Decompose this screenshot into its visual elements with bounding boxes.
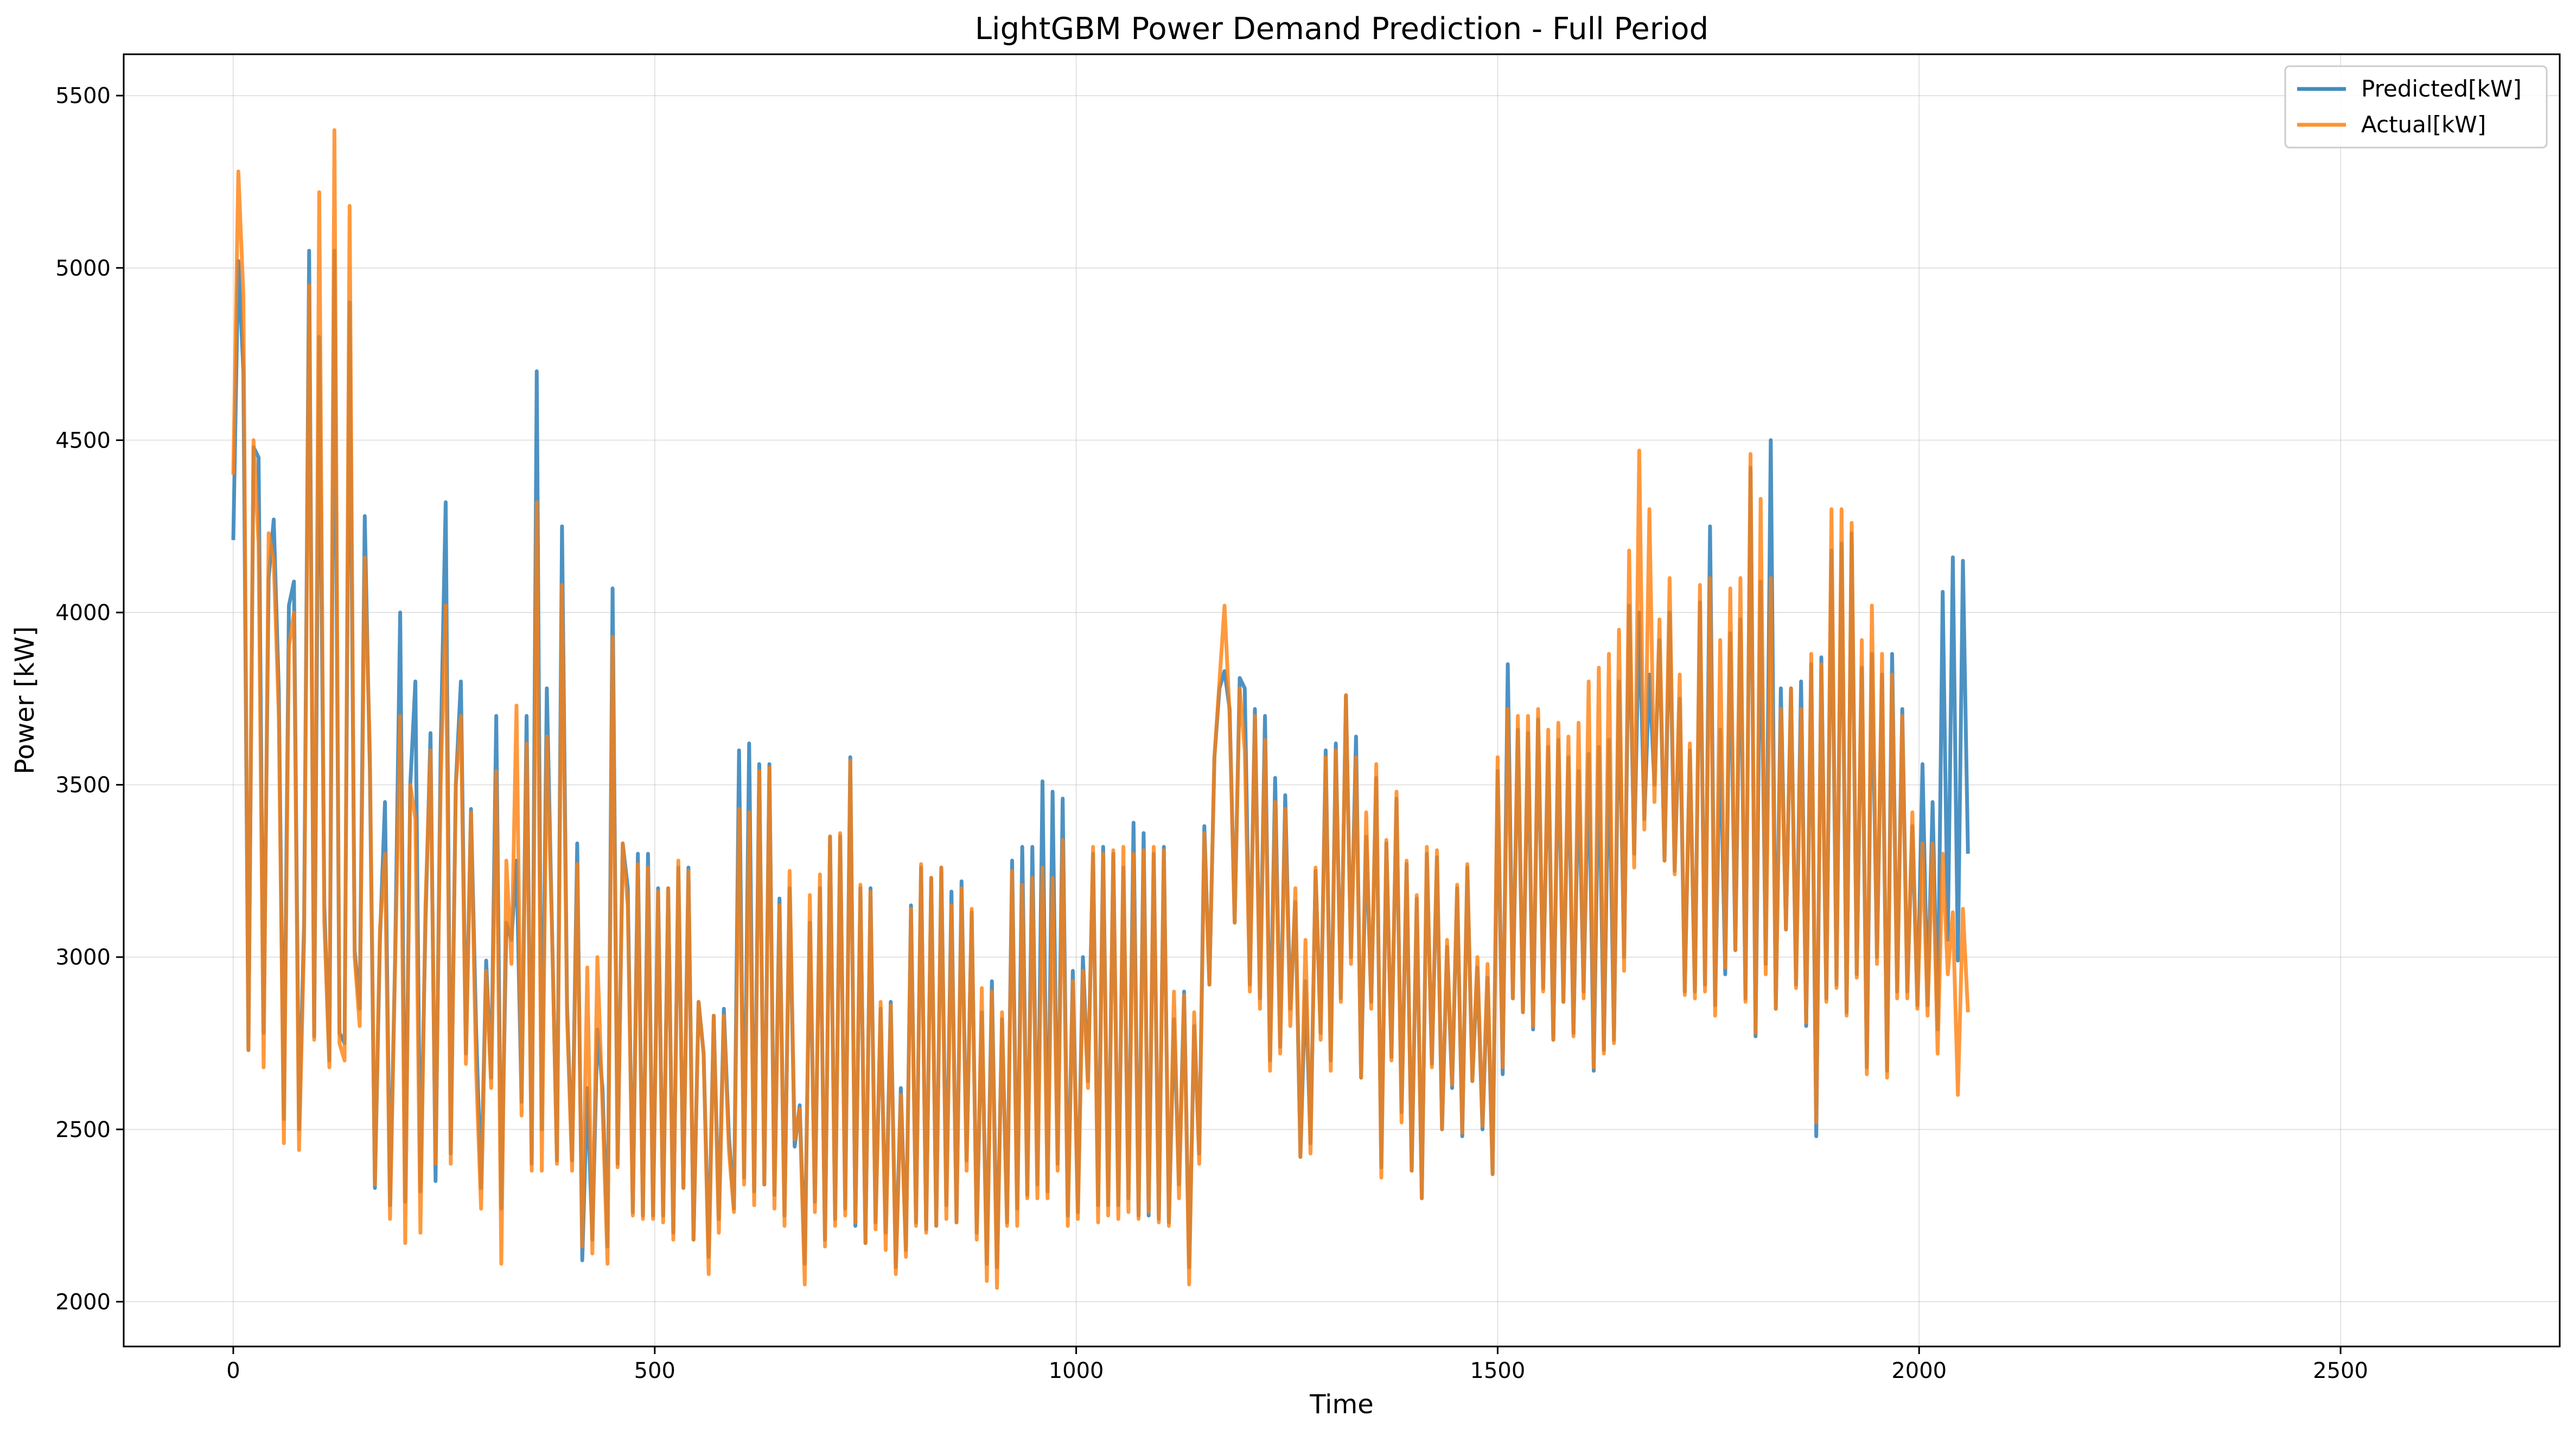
- y-tick-label: 5500: [55, 84, 111, 109]
- x-tick-label: 1000: [1049, 1358, 1104, 1383]
- chart-title: LightGBM Power Demand Prediction - Full …: [975, 11, 1708, 47]
- x-tick-label: 1500: [1470, 1358, 1526, 1383]
- legend-box: [2284, 65, 2548, 149]
- y-tick-label: 4500: [55, 428, 111, 453]
- x-axis: 0 500 1000 1500 2000 2500: [226, 1346, 2368, 1383]
- plot-frame: [123, 53, 2561, 1348]
- y-tick-label: 2000: [55, 1290, 111, 1314]
- y-axis: 2000 2500 3000 3500 4000 4500 5000 5500: [55, 84, 124, 1314]
- series-line-actual: [231, 128, 1970, 1290]
- x-axis-label: Time: [1309, 1389, 1373, 1420]
- y-axis-label: Power [kW]: [10, 626, 40, 774]
- x-tick-label: 0: [226, 1358, 240, 1383]
- legend-label-predicted: Predicted[kW]: [2361, 75, 2522, 102]
- y-tick-label: 3000: [55, 945, 111, 970]
- grid: [124, 54, 2560, 1346]
- x-tick-label: 2000: [1891, 1358, 1947, 1383]
- y-tick-label: 3500: [55, 773, 111, 798]
- legend: Predicted[kW] Actual[kW]: [2284, 65, 2548, 149]
- y-tick-label: 4000: [55, 601, 111, 626]
- x-tick-label: 2500: [2313, 1358, 2368, 1383]
- y-tick-label: 5000: [55, 256, 111, 281]
- series-lines: [231, 128, 1970, 1290]
- legend-label-actual: Actual[kW]: [2361, 111, 2486, 138]
- x-tick-label: 500: [634, 1358, 675, 1383]
- y-tick-label: 2500: [55, 1118, 111, 1143]
